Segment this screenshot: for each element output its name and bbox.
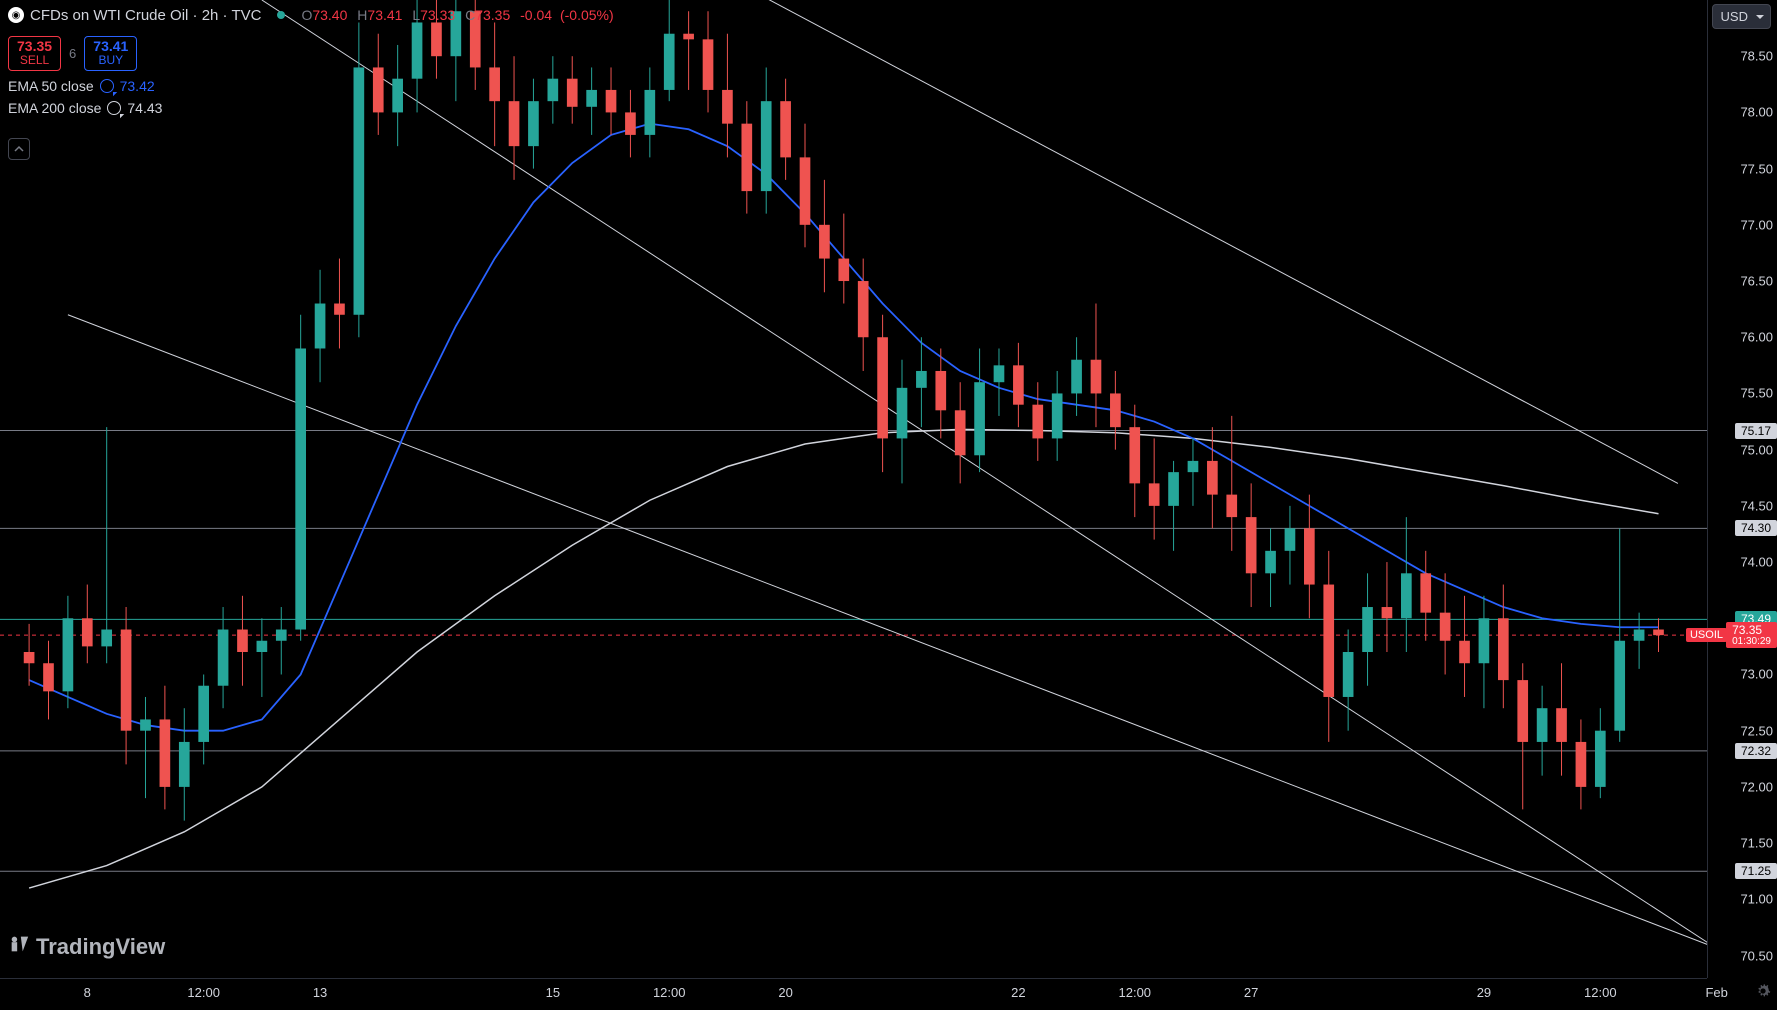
bid-ask-panel: 73.35 SELL 6 73.41 BUY [8,36,137,71]
refresh-icon [107,101,121,115]
sell-button[interactable]: 73.35 SELL [8,36,61,71]
tradingview-watermark: TradingView [8,933,165,960]
tradingview-icon [8,933,30,960]
symbol-title[interactable]: CFDs on WTI Crude Oil · 2h · TVC [30,7,261,24]
indicator-ema200[interactable]: EMA 200 close 74.43 [8,100,162,116]
price-axis[interactable]: 70.5071.0071.5072.0072.5073.0073.5074.00… [1707,0,1777,978]
chart-header: ◉ CFDs on WTI Crude Oil · 2h · TVC O73.4… [0,0,1777,30]
currency-select[interactable]: USD [1712,4,1771,29]
symbol-icon: ◉ [8,7,24,23]
collapse-button[interactable] [8,138,30,160]
indicator-list: EMA 50 close 73.42 EMA 200 close 74.43 [8,78,162,122]
indicator-ema50[interactable]: EMA 50 close 73.42 [8,78,162,94]
status-dot [277,11,285,19]
ohlc-readout: O73.40 H73.41 L73.33 C73.35 -0.04 (-0.05… [295,7,613,23]
time-axis[interactable]: 812:00131512:00202212:00272912:00Feb [0,978,1707,1010]
buy-button[interactable]: 73.41 BUY [84,36,137,71]
refresh-icon [100,79,114,93]
settings-icon[interactable] [1755,983,1771,1004]
chart-canvas[interactable] [0,0,1707,978]
spread-value: 6 [69,46,76,61]
